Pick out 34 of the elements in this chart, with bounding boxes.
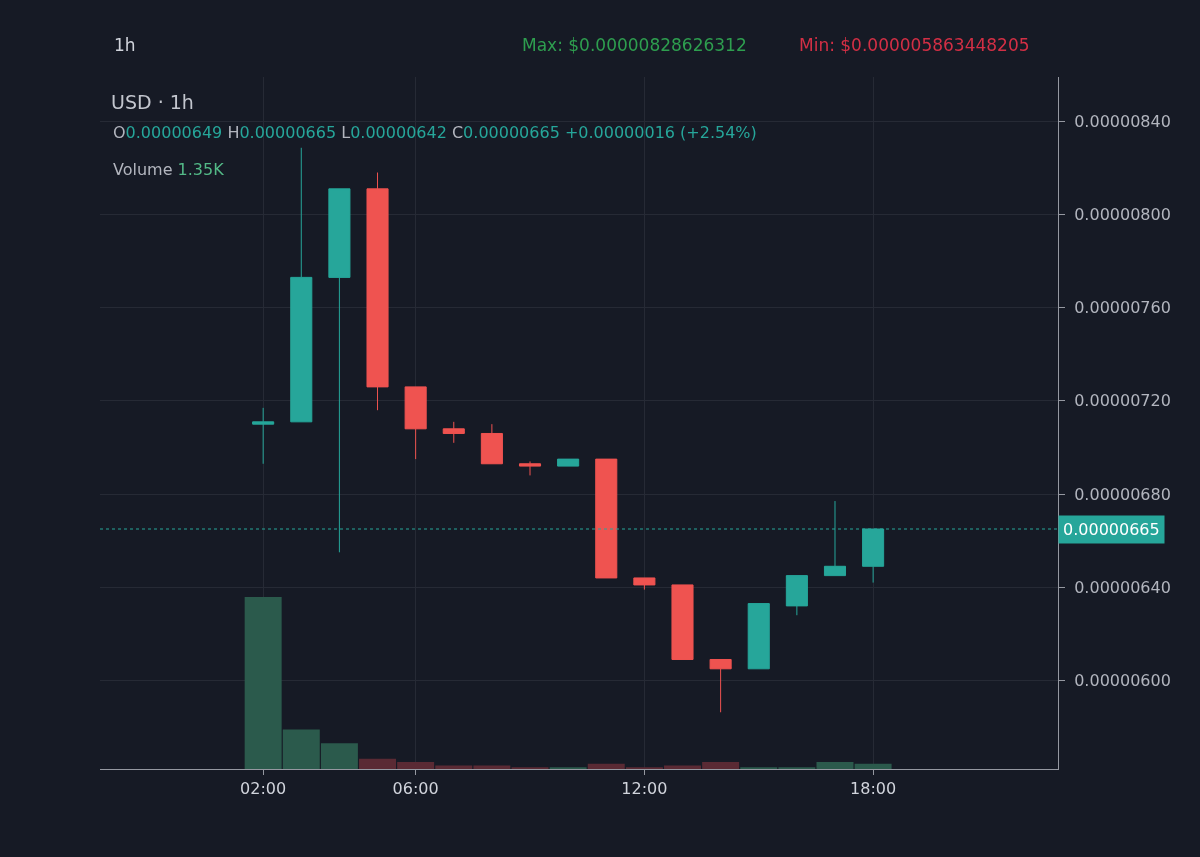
x-tick-label: 18:00 xyxy=(850,779,897,799)
bar xyxy=(816,762,854,769)
y-tick-label: 0.00000760 xyxy=(1074,298,1171,318)
candlestick xyxy=(595,458,618,579)
candlestick xyxy=(671,584,694,660)
ref-line-label: 0.00000665 xyxy=(1063,520,1160,539)
annotation: Volume 1.35K xyxy=(113,160,225,179)
x-tick-label: 12:00 xyxy=(621,779,668,799)
y-tick-label: 0.00000600 xyxy=(1074,671,1171,691)
text: USD · 1h xyxy=(111,90,194,113)
x-tick-label: 06:00 xyxy=(392,779,439,799)
text: 1h xyxy=(114,35,136,55)
text: Min: $0.000005863448205 xyxy=(799,35,1030,55)
candlestick xyxy=(404,386,427,460)
candlestick xyxy=(480,423,503,465)
candlestick xyxy=(252,407,275,465)
candlestick xyxy=(785,575,808,616)
y-tick-label: 0.00000720 xyxy=(1074,391,1171,411)
x-tick-label: 02:00 xyxy=(240,779,287,799)
y-tick-label: 0.00000800 xyxy=(1074,205,1171,225)
candlestick xyxy=(633,577,656,591)
candlestick xyxy=(290,147,313,423)
text: Max: $0.00000828626312 xyxy=(522,35,747,55)
candlestick xyxy=(366,172,389,411)
annotation: O0.00000649 H0.00000665 L0.00000642 C0.00000665 +0.00000016 (+2.54%) xyxy=(113,123,757,142)
candlestick xyxy=(709,658,732,713)
candlestick xyxy=(518,460,542,476)
candlestick xyxy=(747,603,770,670)
candlestick xyxy=(557,458,580,467)
y-tick-label: 0.00000680 xyxy=(1074,484,1171,504)
candlestick xyxy=(442,421,465,444)
y-tick-label: 0.00000840 xyxy=(1074,111,1171,131)
y-tick-label: 0.00000640 xyxy=(1074,577,1171,597)
bar xyxy=(854,763,892,769)
